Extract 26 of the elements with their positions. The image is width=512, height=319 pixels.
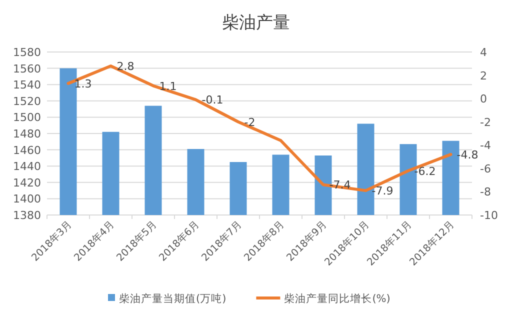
legend-label: 柴油产量当期值(万吨) bbox=[119, 292, 226, 305]
y2-tick-label: 4 bbox=[480, 46, 487, 59]
y-tick-label: 1500 bbox=[13, 111, 41, 124]
data-label: -2 bbox=[244, 116, 256, 129]
y-tick-label: 1460 bbox=[13, 144, 41, 157]
data-label: 2.8 bbox=[116, 60, 134, 73]
y2-tick-label: -6 bbox=[480, 162, 491, 176]
y2-tick-label: 2 bbox=[480, 69, 487, 82]
y2-tick-label: -4 bbox=[480, 139, 491, 152]
y2-tick-label: -10 bbox=[480, 209, 498, 222]
data-label: -0.1 bbox=[202, 94, 224, 107]
y-tick-label: 1560 bbox=[13, 62, 41, 76]
y2-tick-label: -8 bbox=[480, 186, 491, 199]
y-tick-label: 1400 bbox=[13, 192, 41, 206]
y-tick-label: 1480 bbox=[13, 128, 41, 140]
y-tick-label: 1380 bbox=[13, 209, 41, 222]
y-tick-label: 1440 bbox=[13, 160, 41, 174]
legend-label: 柴油产量同比增长(%) bbox=[284, 292, 390, 305]
y2-tick-label: 0 bbox=[480, 92, 487, 106]
y2-tick-label: -2 bbox=[480, 116, 491, 129]
chart-title: 柴油产量 bbox=[222, 13, 290, 33]
y-tick-label: 1580 bbox=[13, 46, 41, 59]
data-label: 1.1 bbox=[159, 80, 177, 93]
y-tick-label: 1520 bbox=[13, 94, 41, 108]
y-tick-label: 1420 bbox=[13, 176, 41, 190]
y-tick-label: 1540 bbox=[13, 78, 41, 92]
